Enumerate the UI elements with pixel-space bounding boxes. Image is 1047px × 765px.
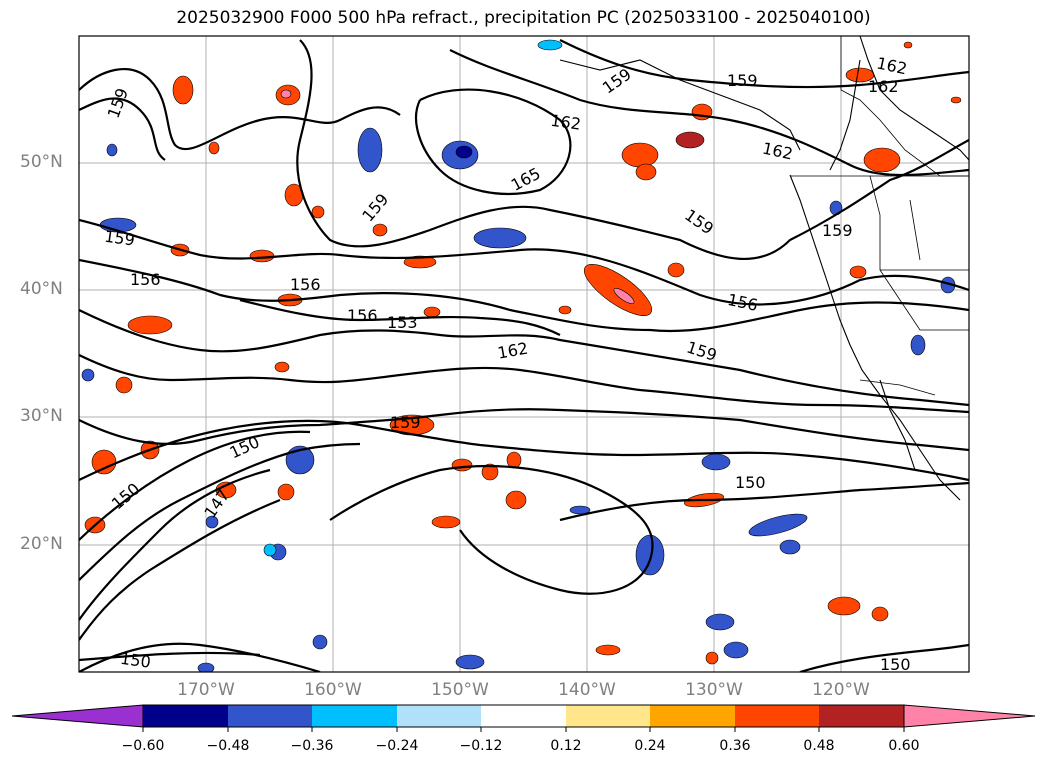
contour-label: 162 [868,77,899,96]
map-title: 2025032900 F000 500 hPa refract., precip… [176,8,871,28]
colorbar-swatch [228,705,312,727]
latitude-label: 40°N [20,279,63,299]
contour-label: 159 [358,190,392,226]
colorbar-tick-label: 0.60 [888,738,920,754]
contour-label: 156 [347,306,378,325]
contour-label: 150 [108,479,144,513]
colorbar-tick-label: −0.48 [206,738,250,754]
contour-label: 150 [880,655,911,674]
colorbar-swatch [819,705,904,727]
contour-label: 156 [290,275,321,294]
map-plot-area [79,36,969,672]
longitude-label: 120°W [812,680,870,700]
colorbar-tick-label: −0.24 [375,738,419,754]
map-frame [78,35,970,673]
political-borders [790,36,969,396]
colorbar-swatch [481,705,566,727]
contour-label: 159 [103,227,136,250]
contour-label: 162 [496,339,529,363]
contour-label: 156 [726,290,760,315]
latitude-label: 30°N [20,406,63,426]
longitude-label: 130°W [685,680,743,700]
contour-label: 162 [875,53,909,78]
contour-label-layer: 159 162 159 159 162 162 165 159 162 159 … [103,53,910,674]
contour-label: 159 [390,413,421,432]
colorbar-swatch [566,705,650,727]
colorbar-overflow-triangle [903,704,1036,728]
graticule [79,36,969,672]
colorbar-swatch [650,705,735,727]
colorbar-tick-label: −0.60 [121,738,165,754]
colorbar-tick-label: −0.12 [459,738,503,754]
contour-label: 156 [130,270,161,289]
longitude-label: 150°W [431,680,489,700]
longitude-label: 160°W [304,680,362,700]
contour-label: 162 [549,111,582,134]
latitude-label: 50°N [20,152,63,172]
contour-label: 159 [822,221,853,240]
refractivity-contours [79,39,969,672]
colorbar-tick-label: 0.12 [550,738,582,754]
colorbar-swatch [143,705,228,727]
contour-label: 153 [387,313,418,332]
colorbar-tick-label: 0.36 [719,738,751,754]
colorbar-outline [142,704,905,728]
colorbar-underflow-triangle [11,704,144,728]
latitude-label: 20°N [20,534,63,554]
colorbar-tick-label: −0.36 [290,738,334,754]
colorbar-tick-label: 0.48 [803,738,835,754]
longitude-label: 170°W [177,680,235,700]
contour-label: 150 [119,649,152,672]
colorbar-swatch [735,705,819,727]
coastlines [559,36,969,501]
colorbar-tick-label: 0.24 [634,738,666,754]
colorbar-swatch [397,705,481,727]
contour-label: 150 [735,473,766,492]
longitude-label: 140°W [558,680,616,700]
contour-label: 159 [104,86,132,121]
contour-label: 162 [761,139,795,164]
precipitation-shading [81,39,962,672]
colorbar [11,704,1036,732]
colorbar-swatch [312,705,397,727]
contour-label: 159 [727,71,758,90]
contour-label: 159 [681,205,717,238]
